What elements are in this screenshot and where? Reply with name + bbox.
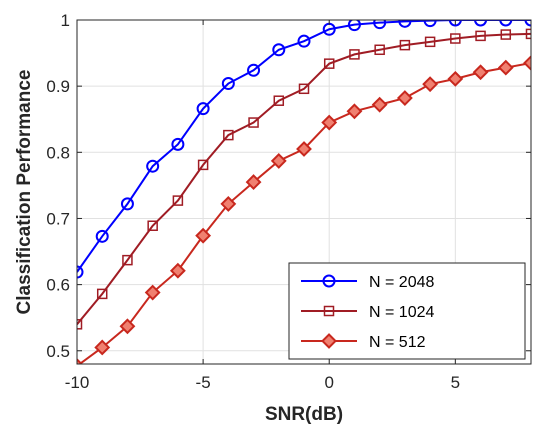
- data-point: [500, 29, 512, 40]
- data-point: [424, 36, 436, 48]
- data-point: [321, 114, 338, 131]
- data-point: [77, 319, 83, 330]
- data-point: [196, 102, 210, 116]
- data-point: [323, 58, 335, 69]
- data-point: [96, 288, 108, 300]
- x-axis-label: SNR(dB): [265, 404, 343, 425]
- plot-frame: [76, 19, 532, 365]
- data-point: [248, 117, 259, 128]
- data-point: [119, 318, 136, 335]
- x-tick-label: -5: [196, 373, 211, 392]
- data-point: [373, 20, 387, 30]
- series-3: [77, 55, 531, 364]
- data-point: [447, 70, 464, 87]
- y-tick-label: 0.9: [46, 77, 70, 96]
- x-tick-label: 0: [324, 373, 333, 392]
- data-point: [422, 76, 439, 93]
- y-tick-label: 0.7: [46, 209, 70, 228]
- data-point: [195, 227, 212, 244]
- data-point: [147, 220, 158, 231]
- data-point: [272, 43, 286, 57]
- legend-label: N = 2048: [369, 274, 434, 291]
- legend-item: N = 512: [301, 333, 426, 351]
- data-point: [374, 44, 385, 56]
- data-point: [523, 55, 531, 71]
- y-tick-label: 0.6: [46, 276, 70, 295]
- data-point: [144, 284, 161, 301]
- data-point: [497, 59, 514, 76]
- data-point: [221, 77, 235, 91]
- data-point: [223, 129, 234, 141]
- legend-label: N = 1024: [369, 304, 434, 321]
- data-point: [525, 28, 531, 40]
- legend: N = 2048 N = 1024 N = 512: [288, 262, 526, 360]
- y-tick-label: 0.5: [46, 342, 70, 361]
- axis-ticks: -10 -5 0 5 0.5 0.6 0.7 0.8 0.9 1: [46, 11, 531, 392]
- data-point: [371, 96, 388, 113]
- data-point: [398, 20, 412, 28]
- y-tick-label: 1: [61, 11, 70, 30]
- legend-marker: [322, 274, 336, 288]
- legend-marker: [321, 333, 337, 349]
- legend-label: N = 512: [369, 334, 426, 351]
- data-point: [122, 254, 133, 266]
- data-point: [171, 137, 185, 151]
- data-point: [296, 141, 312, 157]
- series-lines: [77, 20, 531, 364]
- series-line: [77, 32, 531, 325]
- y-tick-label: 0.8: [46, 143, 70, 162]
- series-1: [77, 20, 531, 279]
- data-point: [146, 159, 160, 173]
- legend-marker: [323, 305, 335, 317]
- data-point: [298, 83, 310, 95]
- data-point: [77, 265, 84, 279]
- data-point: [245, 174, 262, 190]
- data-point: [197, 159, 209, 171]
- data-point: [94, 339, 111, 356]
- data-point: [475, 30, 486, 42]
- data-point: [95, 229, 109, 243]
- data-point: [220, 195, 237, 212]
- data-point: [169, 262, 186, 279]
- data-point: [450, 33, 461, 44]
- x-tick-label: 5: [451, 373, 460, 392]
- x-tick-label: -10: [65, 373, 90, 392]
- data-point: [172, 195, 184, 206]
- data-point: [472, 64, 489, 81]
- data-point: [247, 63, 261, 77]
- data-point: [297, 34, 311, 48]
- data-point: [423, 20, 437, 28]
- series-line: [77, 20, 531, 273]
- data-point: [349, 49, 360, 60]
- data-point: [396, 90, 413, 106]
- data-point: [120, 197, 134, 211]
- legend-item: N = 1024: [301, 304, 434, 321]
- data-point: [448, 20, 462, 27]
- legend-item: N = 2048: [301, 274, 434, 291]
- data-point: [399, 39, 411, 51]
- data-point: [347, 20, 361, 32]
- data-point: [346, 103, 363, 120]
- data-point: [474, 20, 488, 27]
- data-point: [499, 20, 513, 27]
- y-axis-label: Classification Performance: [14, 70, 35, 315]
- series-2: [77, 28, 531, 330]
- data-point: [270, 152, 287, 169]
- data-point: [273, 95, 285, 106]
